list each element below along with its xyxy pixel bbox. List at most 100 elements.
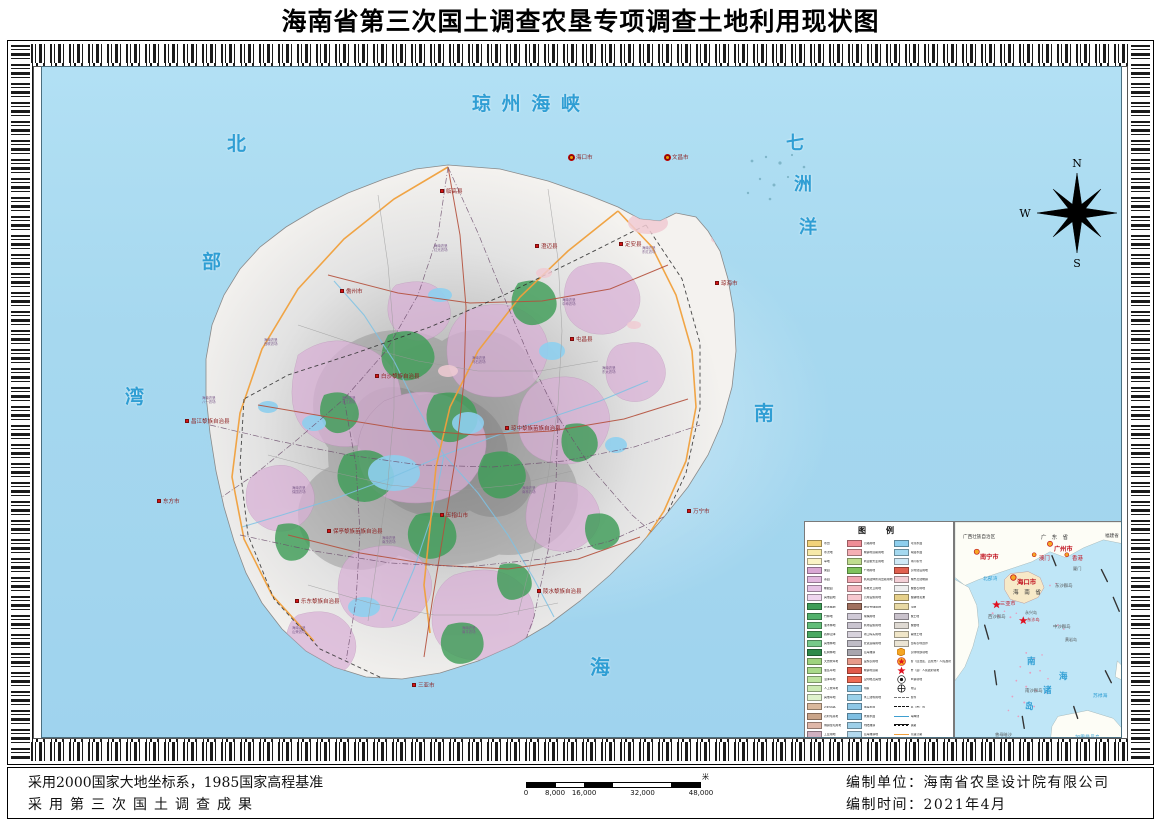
legend-label: 河流水面	[910, 541, 923, 545]
legend-label: 沿海滩涂	[863, 650, 876, 654]
legend-item: 市（县）人民政府驻地	[894, 666, 951, 675]
city-marker: 屯昌县	[570, 335, 593, 343]
legend-swatch	[893, 603, 909, 611]
map-canvas[interactable]: 琼 州 海 峡 北 部 湾 七 洲 洋 南 海 海口市 文昌市 临高县 澄	[41, 66, 1122, 738]
legend-label: 海岸线	[910, 714, 920, 718]
inset-label: 海口市	[1017, 578, 1037, 586]
legend-item: 冰川积雪	[893, 557, 951, 566]
inset-label: 广 东 省	[1041, 535, 1068, 541]
legend-item: 灌木林地	[807, 621, 846, 630]
city-marker: 临高县	[440, 187, 463, 195]
legend-item: 海岸线	[893, 712, 951, 721]
compass-label-s: S	[1073, 257, 1081, 270]
inset-label: 曾母暗沙	[995, 732, 1012, 737]
legend-point-symbol-hex-orange-icon	[894, 648, 909, 657]
legend-swatch	[807, 658, 822, 666]
legend-item: 人工牧草地	[807, 685, 846, 694]
page-title: 海南省第三次国土调查农垦专项调查土地利用现状图	[281, 7, 880, 36]
legend-item: 物流仓储用地	[846, 603, 893, 612]
legend-item: 裸岩地	[893, 621, 951, 630]
legend-point-symbol-star-red-circle-icon	[894, 657, 909, 666]
inset-label: 加里曼丹岛	[1075, 735, 1101, 738]
legend-item: 商业服务业用地	[846, 557, 893, 566]
legend-label: 旱地	[824, 560, 830, 563]
legend-label: 盐碱地泥滩	[910, 596, 925, 600]
legend-item: 科教文卫用地	[846, 584, 893, 593]
legend-item: 水浇地	[807, 548, 846, 557]
legend-label: 沿海滩涂地	[863, 732, 879, 736]
legend-label: 其他土地	[910, 632, 923, 636]
legend-label: 农村宅基地	[824, 714, 839, 718]
legend-swatch	[846, 630, 862, 638]
footer-bar: 采用2000国家大地坐标系，1985国家高程基准 采用第三次国土调查成果 0 8…	[7, 767, 1154, 819]
legend-swatch	[893, 539, 909, 547]
city-marker: 定安县	[619, 240, 642, 248]
legend-item: 农场场部驻地	[894, 648, 951, 657]
legend-label: 湖泊水面	[910, 550, 923, 554]
legend-item: 灌丛草地	[807, 666, 846, 675]
legend-label: 市（县）人民政府驻地	[910, 669, 940, 673]
legend-swatch	[807, 612, 822, 620]
legend-label: 设施农用地	[863, 660, 879, 663]
legend-swatch	[807, 567, 822, 575]
legend-swatch	[846, 621, 862, 629]
city-marker: 保亭黎族苗族自治县	[327, 527, 383, 535]
legend-label: 城镇村道路用地	[863, 550, 884, 554]
map-frame: 琼 州 海 峡 北 部 湾 七 洲 洋 南 海 海口市 文昌市 临高县 澄	[7, 40, 1154, 765]
inset-label: 南沙群岛	[1025, 689, 1043, 694]
legend-label: 水浇地	[824, 550, 833, 554]
survey-source-note: 采用第三次国土调查成果	[28, 796, 259, 813]
legend-label: 灌丛草地	[824, 669, 836, 673]
legend-swatch	[893, 576, 909, 584]
legend-item: 其他土地	[893, 630, 951, 639]
legend-item: 城镇村道路用地	[846, 548, 893, 557]
legend-label: 高速公路	[910, 732, 923, 736]
legend-point-symbol-star-red-icon	[894, 666, 909, 675]
scale-tick: 16,000	[571, 789, 597, 797]
legend-panel[interactable]: 图 例 水田 水浇地 旱地 果园 茶园 橡胶园 其他园地 乔木林地 竹林地 灌木林地 森林沼泽 其他林…	[804, 521, 954, 737]
legend-swatch	[807, 685, 822, 693]
legend-label: 沙地	[910, 605, 917, 609]
legend-item: 管道运输用地	[846, 639, 893, 648]
legend-item: 机关团体新闻出版用地	[846, 575, 893, 584]
legend-label: 农场场部驻地	[910, 650, 928, 654]
legend-item: 沙地	[893, 603, 951, 612]
publish-date-note: 编制时间：2021年4月	[846, 796, 1007, 813]
legend-line-symbol	[893, 722, 909, 729]
inset-label: 岛	[1025, 702, 1034, 712]
legend-line-symbol	[893, 703, 909, 710]
publisher-note: 编制单位：海南省农垦设计院有限公司	[846, 775, 1110, 791]
legend-swatch	[846, 730, 862, 737]
city-marker: 东方市	[157, 497, 180, 505]
legend-item: 裸土地	[893, 612, 951, 621]
legend-item: 村庄	[894, 684, 951, 694]
sea-label: 北	[227, 133, 249, 155]
legend-item: 机场设施用地	[846, 621, 893, 630]
legend-label: 公用设施用地	[863, 596, 881, 600]
legend-swatch	[846, 603, 862, 611]
legend-swatch	[807, 539, 822, 547]
offshore-islets	[746, 153, 806, 201]
legend-swatch	[893, 567, 909, 575]
legend-swatch	[846, 594, 862, 602]
legend-swatch	[846, 676, 862, 684]
legend-item: 港口码头用地	[846, 630, 893, 639]
legend-swatch	[807, 585, 822, 593]
title-bar: 海南省第三次国土调查农垦专项调查土地利用现状图	[0, 0, 1161, 40]
city-marker: 澄迈县	[535, 242, 558, 250]
city-marker: 白沙黎族自治县	[375, 372, 420, 380]
coordinate-system-note: 采用2000国家大地坐标系，1985国家高程基准	[28, 775, 324, 791]
scale-bar-graphic	[526, 782, 701, 788]
legend-swatch	[846, 721, 862, 729]
legend-label: 省界	[910, 696, 917, 700]
legend-item: 城镇村道路	[846, 666, 893, 675]
inset-label: 苏禄海	[1093, 694, 1108, 699]
city-marker: 儋州市	[340, 287, 363, 295]
legend-swatch	[893, 594, 909, 602]
legend-item: 乔木林地	[807, 603, 846, 612]
legend-label: 空闲地及其他	[863, 678, 881, 682]
legend-swatch	[807, 676, 822, 684]
legend-item: 铁路	[893, 721, 951, 730]
legend-swatch	[807, 603, 822, 611]
